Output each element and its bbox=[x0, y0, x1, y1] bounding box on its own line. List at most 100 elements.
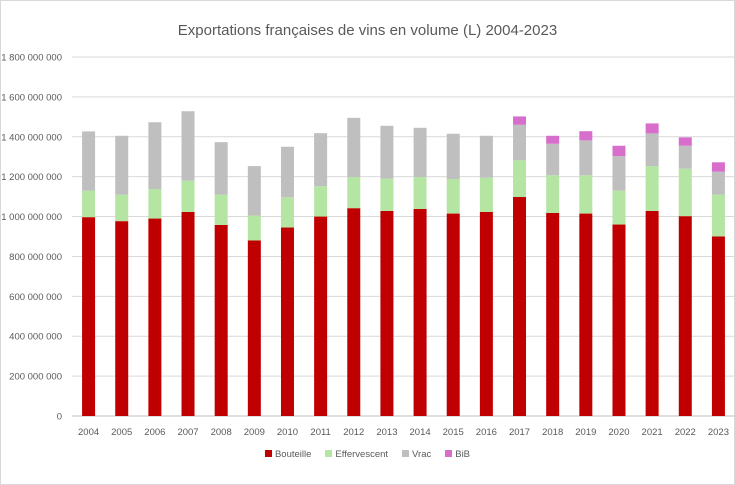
x-tick-label: 2012 bbox=[343, 427, 364, 438]
y-tick-label: 1 200 000 000 bbox=[1, 172, 62, 183]
bar-effervescent-2022 bbox=[678, 168, 692, 217]
bar-effervescent-2015 bbox=[446, 179, 460, 214]
bar-bouteille-2010 bbox=[280, 227, 294, 416]
x-tick-label: 2009 bbox=[244, 427, 265, 438]
bar-bib-2018 bbox=[546, 135, 560, 144]
bar-bouteille-2022 bbox=[678, 216, 692, 416]
x-tick-label: 2023 bbox=[708, 427, 729, 438]
bar-vrac-2006 bbox=[148, 122, 162, 190]
bar-bouteille-2016 bbox=[479, 211, 493, 416]
legend-swatch bbox=[325, 449, 333, 457]
legend-item: BiB bbox=[445, 449, 470, 460]
x-tick-label: 2016 bbox=[476, 427, 497, 438]
y-tick-label: 1 400 000 000 bbox=[1, 132, 62, 143]
bar-bouteille-2019 bbox=[579, 213, 593, 416]
x-tick-label: 2017 bbox=[509, 427, 530, 438]
bar-effervescent-2006 bbox=[148, 189, 162, 219]
bar-vrac-2023 bbox=[711, 171, 725, 195]
bar-bouteille-2009 bbox=[247, 240, 261, 416]
bar-vrac-2011 bbox=[314, 133, 328, 187]
bar-vrac-2014 bbox=[413, 127, 427, 178]
legend-swatch bbox=[264, 449, 272, 457]
legend: Bouteille Effervescent Vrac BiB bbox=[0, 449, 735, 460]
bar-effervescent-2009 bbox=[247, 215, 261, 241]
bar-vrac-2022 bbox=[678, 145, 692, 169]
x-tick-label: 2011 bbox=[310, 427, 330, 438]
bar-vrac-2012 bbox=[347, 117, 361, 178]
bar-vrac-2005 bbox=[115, 135, 129, 195]
x-tick-label: 2013 bbox=[376, 427, 397, 438]
x-tick-label: 2019 bbox=[575, 427, 596, 438]
bar-effervescent-2004 bbox=[82, 190, 96, 218]
bar-effervescent-2014 bbox=[413, 177, 427, 209]
bar-bouteille-2008 bbox=[214, 224, 228, 416]
bar-bouteille-2021 bbox=[645, 210, 659, 416]
bar-effervescent-2023 bbox=[711, 194, 725, 237]
bar-vrac-2007 bbox=[181, 111, 195, 181]
bar-vrac-2021 bbox=[645, 133, 659, 167]
bar-effervescent-2010 bbox=[280, 197, 294, 228]
bar-effervescent-2021 bbox=[645, 166, 659, 211]
x-tick-label: 2008 bbox=[211, 427, 232, 438]
chart-title: Exportations françaises de vins en volum… bbox=[177, 22, 558, 39]
x-tick-label: 2004 bbox=[78, 427, 99, 438]
bar-effervescent-2013 bbox=[380, 178, 394, 211]
bar-vrac-2013 bbox=[380, 125, 394, 179]
bar-vrac-2017 bbox=[513, 124, 527, 161]
bar-bouteille-2017 bbox=[513, 197, 527, 416]
bar-vrac-2020 bbox=[612, 156, 626, 191]
bar-vrac-2015 bbox=[446, 133, 460, 180]
x-tick-label: 2005 bbox=[111, 427, 132, 438]
bar-vrac-2018 bbox=[546, 143, 560, 176]
bar-bouteille-2004 bbox=[82, 217, 96, 416]
bar-bouteille-2013 bbox=[380, 210, 394, 416]
bar-bib-2022 bbox=[678, 137, 692, 146]
legend-label: BiB bbox=[455, 449, 471, 460]
y-tick-label: 200 000 000 bbox=[9, 372, 62, 383]
bar-bouteille-2005 bbox=[115, 221, 129, 416]
y-tick-label: 0 bbox=[57, 412, 62, 423]
bar-bouteille-2006 bbox=[148, 218, 162, 416]
bar-bouteille-2014 bbox=[413, 208, 427, 416]
bar-bib-2019 bbox=[579, 131, 593, 141]
y-tick-label: 400 000 000 bbox=[9, 332, 62, 343]
bar-effervescent-2011 bbox=[314, 186, 328, 217]
bar-effervescent-2012 bbox=[347, 177, 361, 209]
y-tick-label: 600 000 000 bbox=[9, 292, 62, 303]
bar-effervescent-2005 bbox=[115, 194, 129, 222]
bar-vrac-2019 bbox=[579, 140, 593, 176]
bar-bouteille-2012 bbox=[347, 208, 361, 416]
legend-swatch bbox=[402, 449, 410, 457]
bar-effervescent-2019 bbox=[579, 175, 593, 214]
bar-effervescent-2018 bbox=[546, 175, 560, 213]
x-tick-label: 2018 bbox=[542, 427, 563, 438]
x-tick-label: 2014 bbox=[410, 427, 431, 438]
legend-label: Effervescent bbox=[335, 449, 389, 460]
bar-bouteille-2015 bbox=[446, 213, 460, 416]
y-tick-label: 1 600 000 000 bbox=[1, 92, 62, 103]
bar-vrac-2009 bbox=[247, 166, 261, 216]
bar-bib-2017 bbox=[513, 116, 527, 125]
bar-effervescent-2007 bbox=[181, 180, 195, 212]
bar-vrac-2010 bbox=[280, 146, 294, 198]
bar-bouteille-2007 bbox=[181, 211, 195, 416]
x-tick-label: 2007 bbox=[177, 427, 198, 438]
bar-effervescent-2008 bbox=[214, 194, 228, 225]
x-tick-label: 2021 bbox=[642, 427, 663, 438]
bar-bib-2021 bbox=[645, 123, 659, 134]
bar-bouteille-2020 bbox=[612, 224, 626, 416]
bar-bib-2020 bbox=[612, 145, 626, 157]
y-tick-label: 1 000 000 000 bbox=[1, 212, 62, 223]
bar-vrac-2004 bbox=[82, 131, 96, 191]
bar-bouteille-2011 bbox=[314, 216, 328, 416]
bar-bib-2023 bbox=[711, 162, 725, 172]
bar-effervescent-2020 bbox=[612, 190, 626, 225]
y-tick-label: 800 000 000 bbox=[9, 252, 62, 263]
x-tick-label: 2020 bbox=[608, 427, 629, 438]
bar-vrac-2008 bbox=[214, 142, 228, 195]
bar-bouteille-2023 bbox=[711, 236, 725, 416]
legend-swatch bbox=[445, 449, 453, 457]
legend-item: Bouteille bbox=[264, 449, 311, 460]
legend-label: Vrac bbox=[412, 449, 432, 460]
